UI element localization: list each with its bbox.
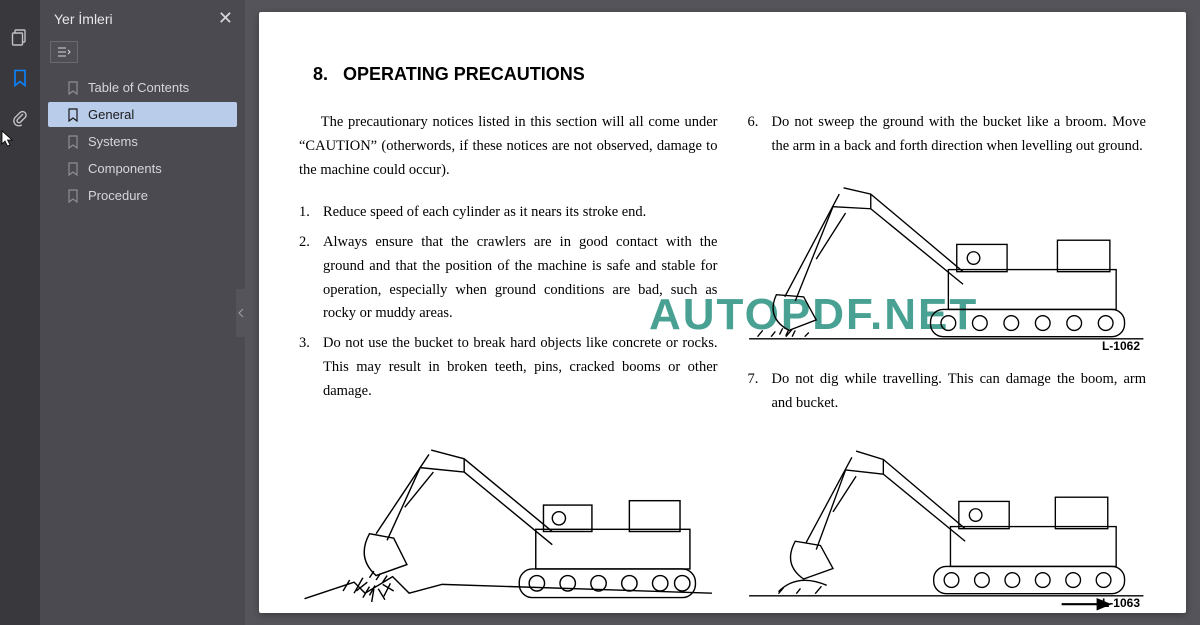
figure-excavator-sweep: L-1062 <box>747 171 1146 355</box>
bookmark-item[interactable]: Components <box>48 156 237 181</box>
item-text: Always ensure that the crawlers are in g… <box>323 231 717 327</box>
section-number: 8. <box>313 64 328 84</box>
item-number: 2. <box>299 231 323 327</box>
bookmark-label: Procedure <box>88 188 148 203</box>
figure-excavator-breaking <box>299 428 717 613</box>
bookmark-item[interactable]: General <box>48 102 237 127</box>
bookmark-icon <box>66 81 80 95</box>
bookmark-item[interactable]: Systems <box>48 129 237 154</box>
figure-excavator-travel: L-1063 <box>747 428 1146 612</box>
item-number: 6. <box>747 111 771 159</box>
bookmark-list: Table of Contents General Systems Compon… <box>40 71 245 210</box>
bookmark-item[interactable]: Procedure <box>48 183 237 208</box>
item-text: Reduce speed of each cylinder as it near… <box>323 201 717 225</box>
bookmark-icon <box>66 162 80 176</box>
page-title: 8. OPERATING PRECAUTIONS <box>313 64 1146 85</box>
intro-paragraph: The precautionary notices listed in this… <box>299 111 717 183</box>
bookmarks-panel: Yer İmleri ✕ Table of Contents General <box>40 0 245 625</box>
bookmark-icon <box>66 108 80 122</box>
bookmark-icon <box>66 189 80 203</box>
figure-label: L-1062 <box>1102 337 1140 357</box>
list-item: 3. Do not use the bucket to break hard o… <box>299 332 717 404</box>
collapse-handle[interactable] <box>236 289 246 337</box>
thumbnails-icon[interactable] <box>10 28 30 48</box>
right-column: 6. Do not sweep the ground with the buck… <box>747 111 1146 613</box>
pdf-page: 8. OPERATING PRECAUTIONS AUTOPDF.NET The… <box>259 12 1186 613</box>
icon-rail <box>0 0 40 625</box>
item-text: Do not sweep the ground with the bucket … <box>771 111 1146 159</box>
outline-mode-button[interactable] <box>50 41 78 63</box>
bookmark-item[interactable]: Table of Contents <box>48 75 237 100</box>
section-title: OPERATING PRECAUTIONS <box>343 64 585 84</box>
bookmarks-title: Yer İmleri <box>54 11 113 27</box>
bookmark-label: Components <box>88 161 162 176</box>
bookmark-label: Systems <box>88 134 138 149</box>
bookmarks-toolbar <box>40 37 245 71</box>
item-number: 1. <box>299 201 323 225</box>
list-item: 1. Reduce speed of each cylinder as it n… <box>299 201 717 225</box>
bookmark-icon <box>66 135 80 149</box>
attachments-icon[interactable] <box>10 108 30 128</box>
bookmarks-icon[interactable] <box>10 68 30 88</box>
list-item: 7. Do not dig while travelling. This can… <box>747 368 1146 416</box>
close-icon[interactable]: ✕ <box>218 8 233 29</box>
figure-label: L-1063 <box>1102 594 1140 613</box>
bookmark-label: Table of Contents <box>88 80 189 95</box>
bookmark-label: General <box>88 107 134 122</box>
item-number: 3. <box>299 332 323 404</box>
item-text: Do not dig while travelling. This can da… <box>771 368 1146 416</box>
bookmarks-header: Yer İmleri ✕ <box>40 0 245 37</box>
list-item: 2. Always ensure that the crawlers are i… <box>299 231 717 327</box>
item-number: 7. <box>747 368 771 416</box>
columns: The precautionary notices listed in this… <box>299 111 1146 613</box>
left-column: The precautionary notices listed in this… <box>299 111 717 613</box>
document-viewport[interactable]: 8. OPERATING PRECAUTIONS AUTOPDF.NET The… <box>245 0 1200 625</box>
list-item: 6. Do not sweep the ground with the buck… <box>747 111 1146 159</box>
item-text: Do not use the bucket to break hard obje… <box>323 332 717 404</box>
